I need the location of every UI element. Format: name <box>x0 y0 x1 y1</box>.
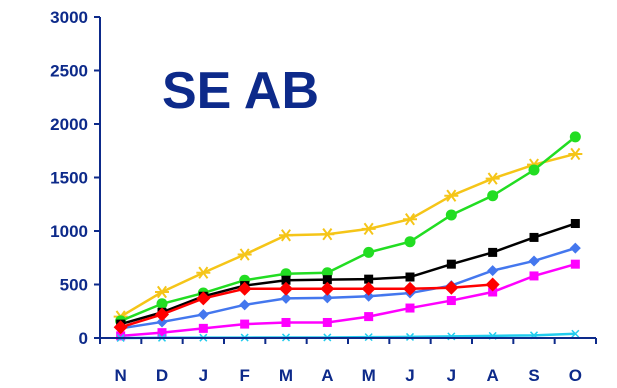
data-point <box>403 281 417 296</box>
series-line <box>120 262 576 338</box>
series-1 <box>113 147 583 323</box>
data-point <box>485 277 500 292</box>
x-tick-label: F <box>239 366 249 385</box>
series-line <box>120 246 576 330</box>
data-point <box>569 242 581 254</box>
data-point <box>320 228 335 241</box>
data-point <box>196 266 211 279</box>
data-point <box>529 232 539 242</box>
data-point <box>281 317 291 327</box>
x-tick-label: A <box>487 366 499 385</box>
data-point <box>405 332 415 341</box>
data-point <box>446 296 456 306</box>
plot-area <box>113 131 583 343</box>
data-point <box>322 317 332 327</box>
data-point <box>361 222 376 236</box>
data-point <box>405 303 415 313</box>
data-point <box>280 292 292 304</box>
x-tick-label: N <box>115 366 127 385</box>
data-point <box>364 312 374 322</box>
y-tick-label: 1500 <box>50 169 88 188</box>
data-point <box>196 291 211 306</box>
y-axis-ticks: 0 500 1000 1500 2000 2500 3000 <box>50 8 100 348</box>
data-point <box>320 281 335 296</box>
data-point <box>570 219 580 229</box>
x-tick-label: M <box>279 366 293 385</box>
data-point <box>197 308 209 320</box>
data-point <box>155 307 169 322</box>
data-point <box>155 285 169 299</box>
y-tick-label: 0 <box>79 329 88 348</box>
x-tick-label: D <box>156 366 168 385</box>
data-point <box>239 299 251 311</box>
data-point <box>405 272 415 282</box>
data-point <box>485 172 500 185</box>
data-point <box>488 247 498 257</box>
data-point <box>571 329 580 338</box>
x-tick-label: S <box>528 366 539 385</box>
x-tick-label: J <box>405 366 414 385</box>
x-tick-label: M <box>362 366 376 385</box>
chart-title: SE AB <box>162 62 319 120</box>
data-point <box>404 236 416 248</box>
y-tick-label: 3000 <box>50 8 88 27</box>
data-point <box>279 281 293 296</box>
y-tick-label: 500 <box>60 276 88 295</box>
series-7 <box>113 277 500 335</box>
data-point <box>237 248 252 261</box>
series-line <box>120 135 577 323</box>
data-point <box>445 209 457 221</box>
data-point <box>363 290 375 302</box>
data-point <box>198 323 208 333</box>
data-point <box>403 213 417 226</box>
data-point <box>487 265 499 277</box>
y-tick-label: 2000 <box>50 115 88 134</box>
series-3 <box>116 219 580 329</box>
data-point <box>568 147 583 161</box>
data-point <box>156 298 168 310</box>
data-point <box>529 271 539 281</box>
data-point <box>528 255 540 267</box>
data-point <box>528 164 540 176</box>
series-line <box>120 152 576 318</box>
data-point <box>488 287 498 297</box>
x-tick-label: J <box>199 366 208 385</box>
data-point <box>281 275 291 285</box>
series-4 <box>115 242 581 334</box>
y-tick-label: 1000 <box>50 222 88 241</box>
data-point <box>570 259 580 269</box>
data-point <box>444 189 459 202</box>
data-point <box>446 259 456 269</box>
x-tick-label: A <box>321 366 333 385</box>
data-point <box>237 281 252 296</box>
y-tick-label: 2500 <box>50 62 88 81</box>
data-point <box>321 292 333 304</box>
data-point <box>569 131 581 143</box>
x-tick-label: J <box>447 366 456 385</box>
data-point <box>116 331 126 341</box>
data-point <box>113 320 128 335</box>
data-point <box>279 229 293 242</box>
series-5 <box>116 259 580 341</box>
series-2 <box>115 131 581 327</box>
x-tick-label: O <box>569 366 582 385</box>
data-point <box>444 280 459 295</box>
series-line <box>120 222 576 326</box>
data-point <box>363 246 375 258</box>
data-point <box>157 328 167 338</box>
data-point <box>322 275 332 285</box>
data-point <box>240 319 250 329</box>
series-line <box>120 283 493 329</box>
data-point <box>156 316 168 328</box>
data-point <box>364 274 374 284</box>
data-point <box>361 281 376 296</box>
data-point <box>487 190 499 202</box>
